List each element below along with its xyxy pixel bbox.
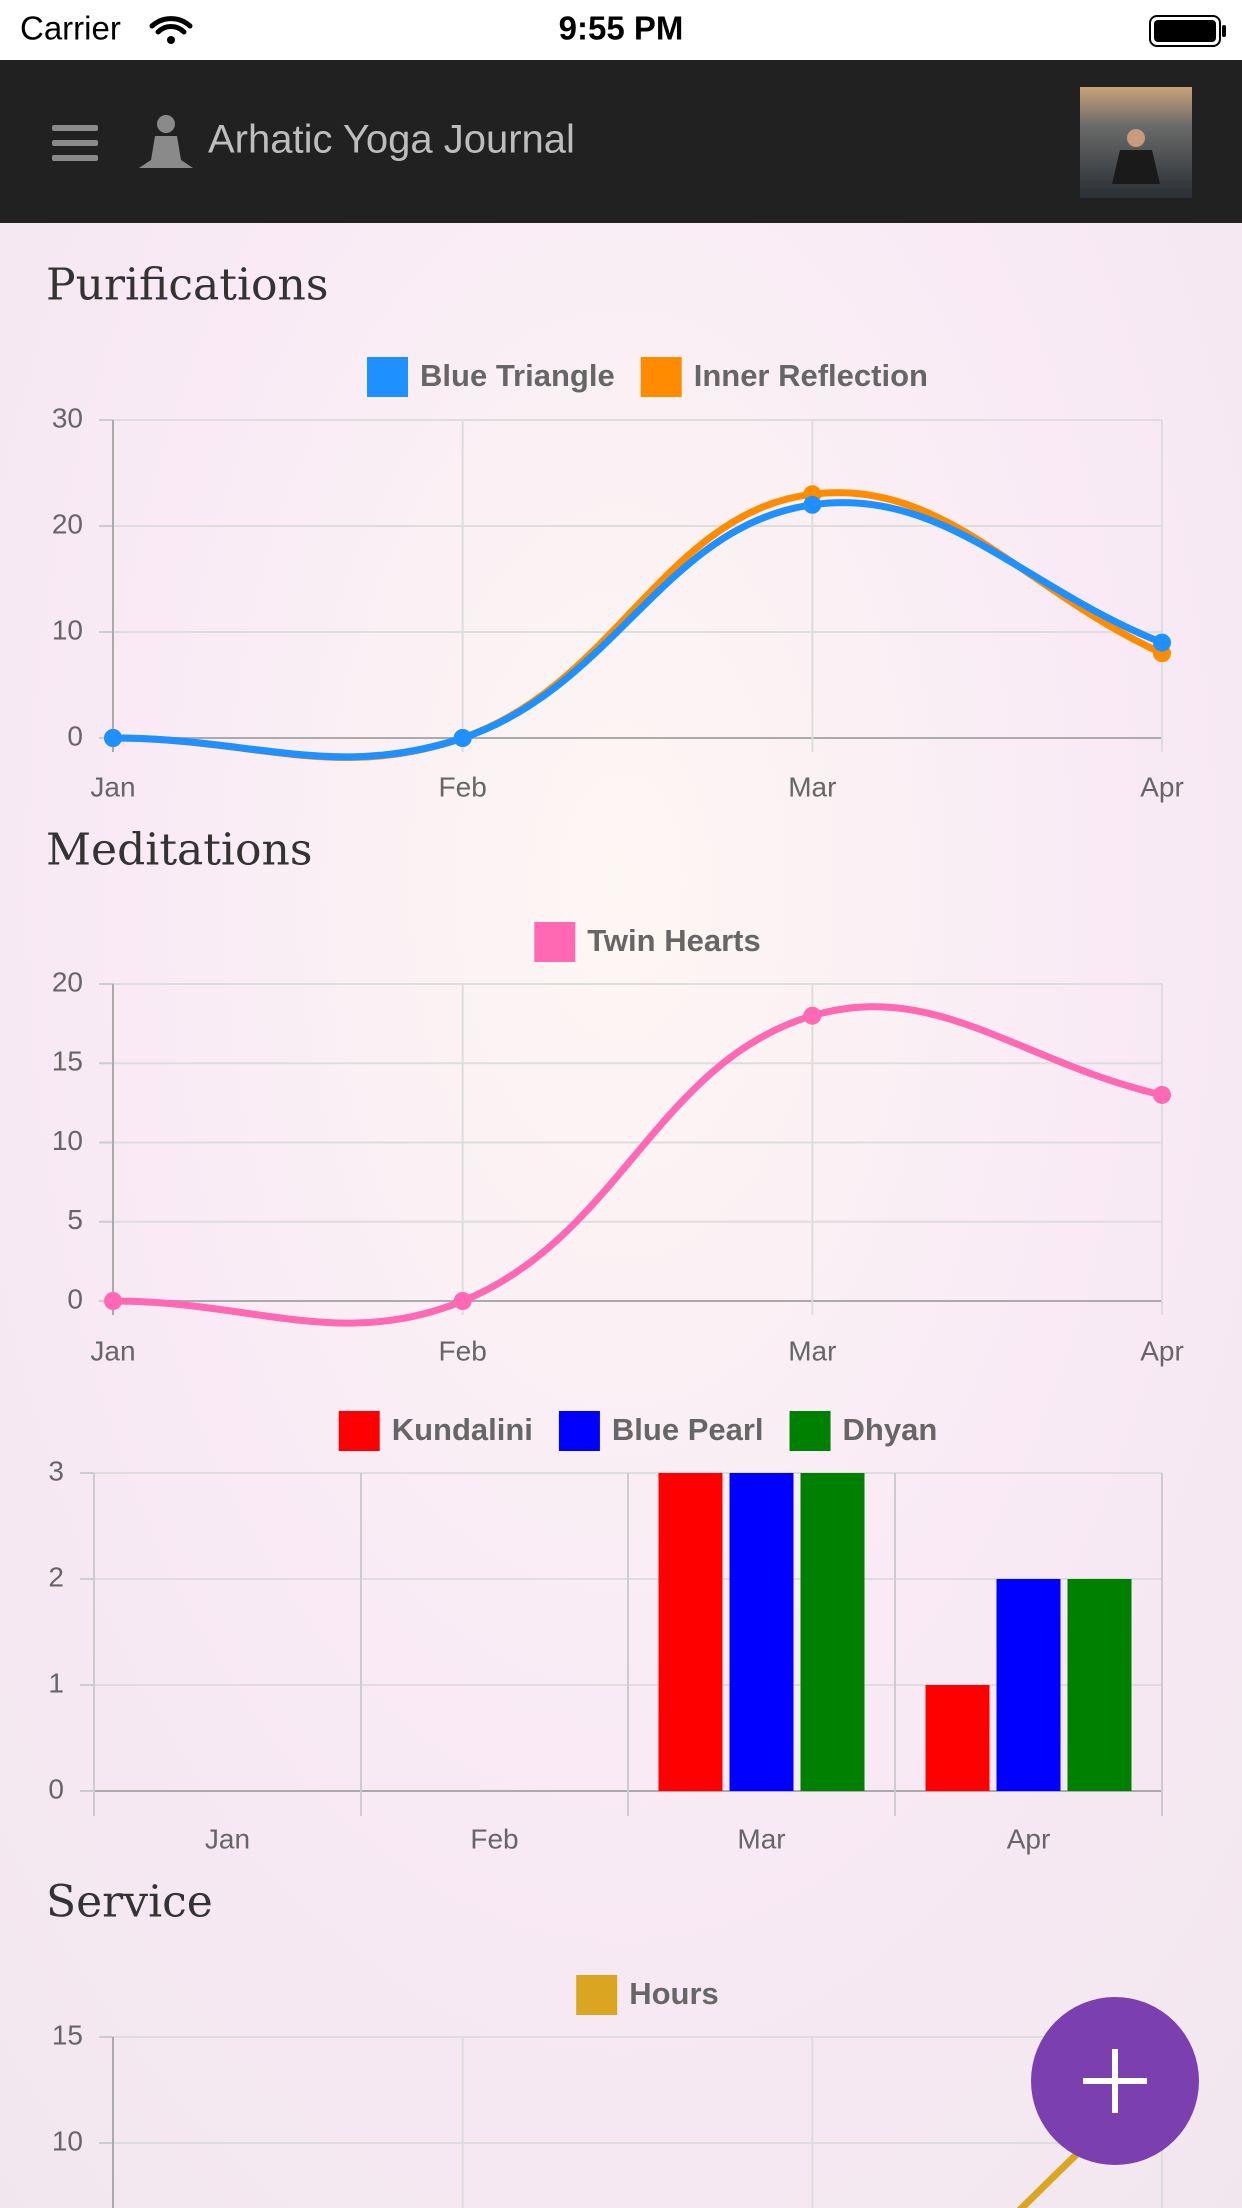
bar	[1067, 1579, 1132, 1791]
point	[453, 1292, 472, 1310]
legend-label: Dhyan	[843, 1412, 938, 1447]
x-tick-label: Jan	[90, 1335, 135, 1366]
x-tick-label: Mar	[788, 1335, 836, 1366]
chart: Kundalini Blue Pearl Dhyan 0 1 2 3 Jan Feb Mar Apr	[48, 1411, 1163, 1854]
legend-label: Blue Pearl	[612, 1412, 764, 1447]
wifi-dot	[167, 36, 175, 44]
x-tick-label: Feb	[439, 771, 487, 802]
section-title: Purifications	[46, 260, 328, 311]
legend-swatch	[367, 357, 409, 397]
time: 9:55 PM	[559, 10, 684, 47]
app-title: Arhatic Yoga Journal	[208, 118, 575, 162]
wifi-icon	[149, 16, 193, 35]
battery-tip	[1222, 25, 1226, 37]
x-tick-label: Apr	[1007, 1823, 1051, 1854]
app-bar	[0, 60, 1242, 223]
y-tick-label: 10	[52, 1125, 83, 1156]
chart: Blue Triangle Inner Reflection 0 10 20 30 Jan F…	[52, 357, 1184, 802]
bar	[800, 1473, 865, 1791]
legend-label: Kundalini	[392, 1412, 533, 1447]
y-tick-label: 10	[52, 614, 83, 645]
y-tick-label: 0	[67, 1283, 83, 1314]
point	[104, 1292, 122, 1310]
legend-swatch	[534, 922, 576, 962]
section-title: Meditations	[46, 825, 312, 876]
y-tick-label: 3	[48, 1455, 64, 1486]
y-tick-label: 10	[52, 2125, 83, 2156]
legend-swatch	[640, 357, 682, 397]
avatar-figure	[1127, 129, 1145, 147]
y-tick-label: 15	[52, 2019, 83, 2050]
y-tick-label: 1	[48, 1667, 64, 1698]
bar	[925, 1685, 990, 1791]
y-tick-label: 5	[67, 1204, 83, 1235]
legend-label: Inner Reflection	[694, 358, 928, 393]
menu-button[interactable]	[52, 125, 98, 161]
x-tick-label: Mar	[737, 1823, 785, 1854]
status-bar	[0, 0, 1242, 60]
yoga-icon	[139, 115, 193, 168]
x-tick-label: Feb	[439, 1335, 487, 1366]
legend-label: Hours	[629, 1976, 719, 2011]
x-tick-label: Mar	[788, 771, 836, 802]
point	[453, 729, 472, 747]
point	[1153, 633, 1171, 652]
battery	[1149, 15, 1221, 47]
avatar-body	[1112, 150, 1160, 184]
legend-label: Blue Triangle	[420, 358, 615, 393]
point	[803, 1006, 822, 1025]
chart: Twin Hearts 0 5 10 15 20 Jan Feb Mar Apr	[52, 922, 1184, 1366]
x-tick-label: Jan	[205, 1823, 250, 1854]
legend-swatch	[576, 1975, 618, 2015]
line	[112, 1003, 1163, 1327]
section-title: Service	[46, 1877, 213, 1928]
bar	[729, 1473, 794, 1791]
y-tick-label: 0	[48, 1773, 64, 1804]
legend-swatch	[558, 1411, 600, 1451]
y-tick-label: 20	[52, 508, 83, 539]
y-tick-label: 0	[67, 720, 83, 751]
legend-label: Twin Hearts	[587, 923, 760, 958]
x-tick-label: Jan	[90, 771, 135, 802]
x-tick-label: Feb	[470, 1823, 518, 1854]
add-button[interactable]	[1031, 1997, 1199, 2165]
y-tick-label: 20	[52, 966, 83, 997]
line	[112, 499, 1164, 761]
carrier: Carrier	[20, 10, 121, 47]
y-tick-label: 15	[52, 1046, 83, 1077]
battery-level	[1154, 20, 1216, 42]
legend-swatch	[338, 1411, 380, 1451]
x-tick-label: Apr	[1140, 1335, 1184, 1366]
x-tick-label: Apr	[1140, 771, 1184, 802]
bar	[996, 1579, 1061, 1791]
point	[104, 729, 122, 747]
point	[1153, 1085, 1171, 1104]
legend-swatch	[789, 1411, 831, 1451]
point	[803, 495, 822, 514]
y-tick-label: 30	[52, 402, 83, 433]
y-tick-label: 2	[48, 1561, 64, 1592]
bar	[658, 1473, 723, 1791]
